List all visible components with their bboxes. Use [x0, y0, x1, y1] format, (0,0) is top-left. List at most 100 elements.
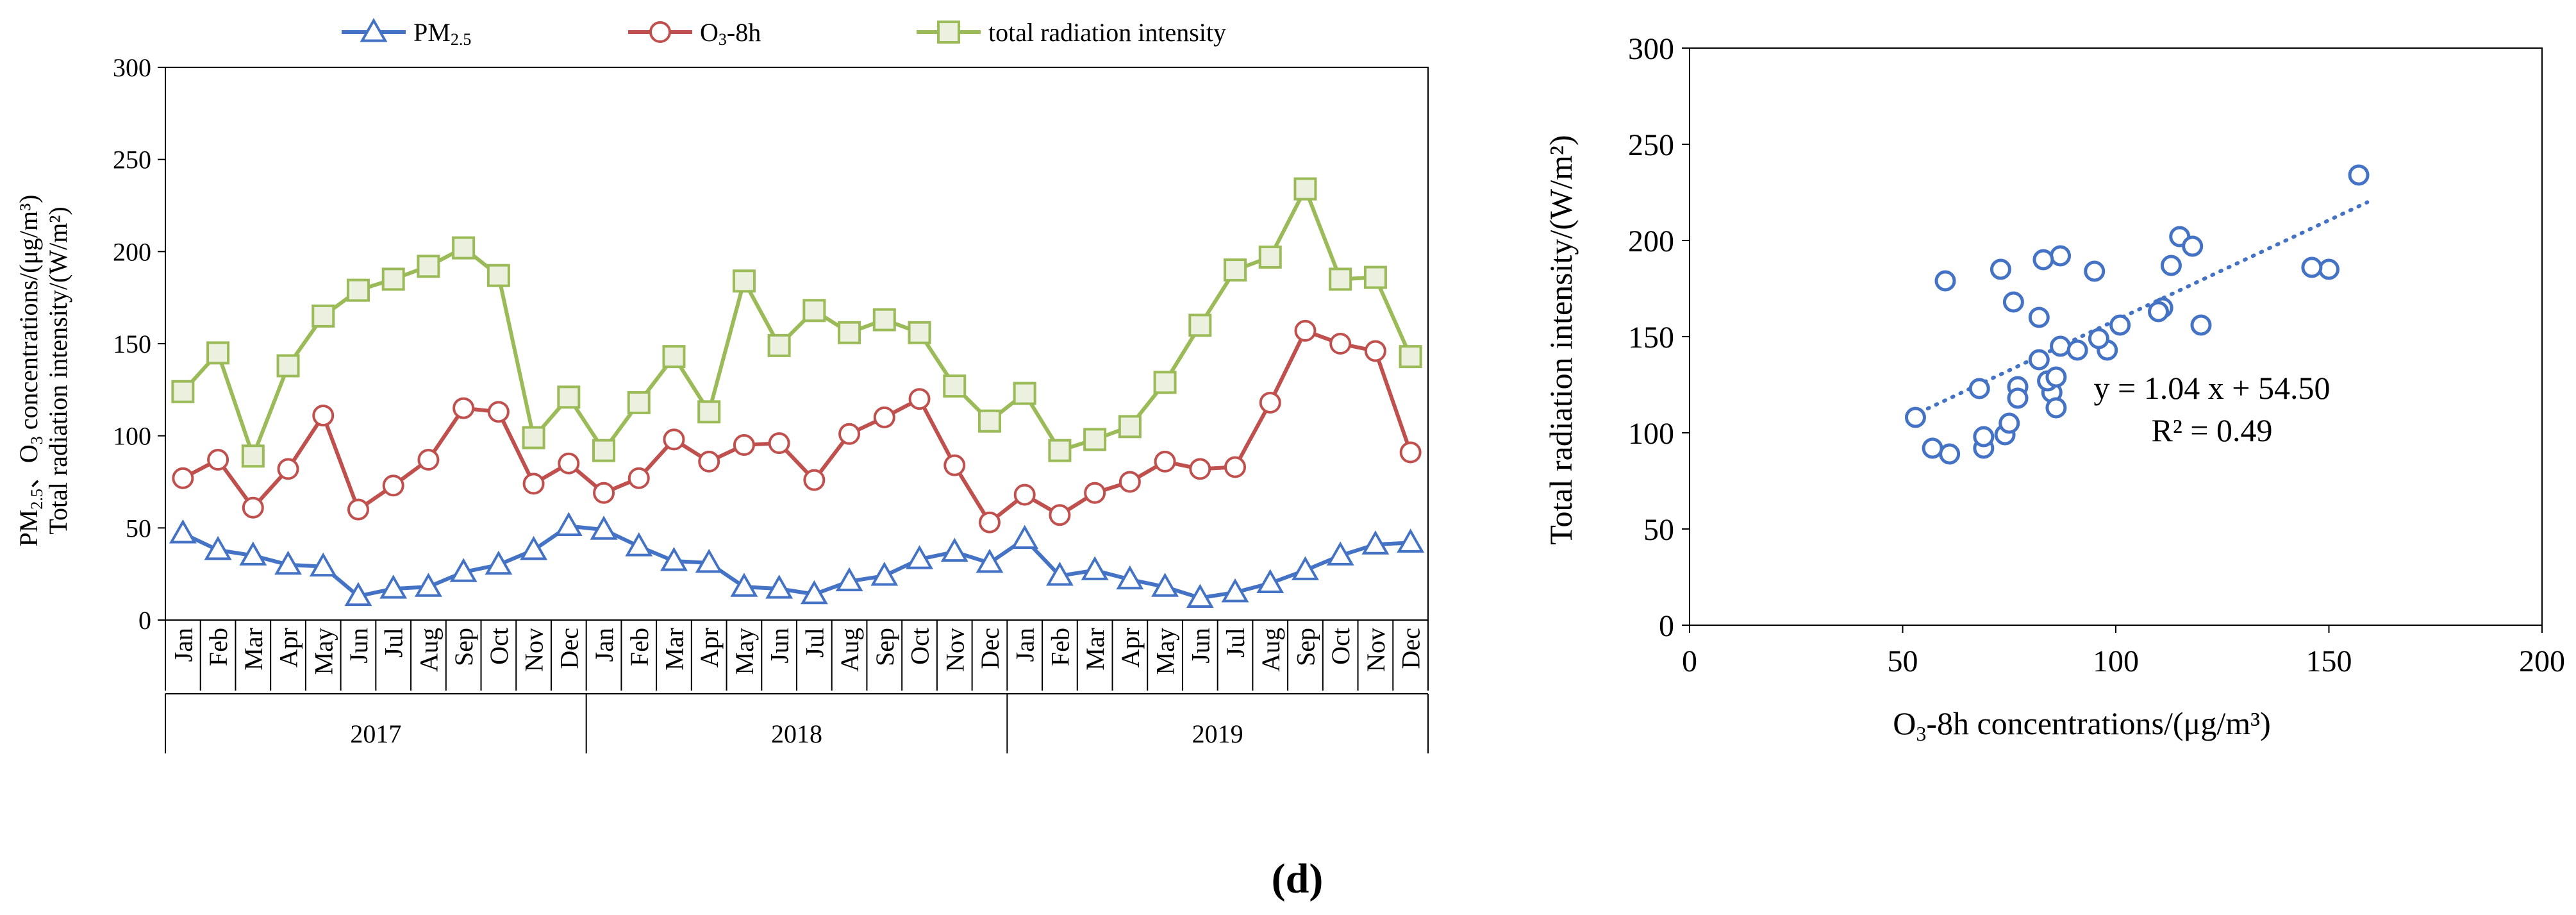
left-year-label: 2017 — [350, 719, 401, 748]
scatter-points — [1904, 164, 2370, 465]
scatter-point — [2084, 260, 2106, 282]
legend: PM2.5 O3-8h total radiation intensity — [342, 17, 1226, 49]
series-point — [453, 397, 475, 419]
series-point — [1118, 415, 1142, 439]
series-point — [417, 255, 440, 278]
series-triangle — [169, 512, 1425, 609]
right-x-tick-label: 150 — [2306, 644, 2352, 678]
legend-label: total radiation intensity — [988, 18, 1226, 47]
scatter-point — [1904, 407, 1926, 428]
scatter-point — [1998, 412, 2020, 434]
series-point — [1397, 528, 1425, 553]
series-point — [803, 469, 826, 491]
series-point — [1188, 314, 1212, 337]
left-x-month-label: Aug — [414, 628, 443, 672]
series-point — [593, 482, 615, 504]
series-point — [873, 406, 895, 428]
series-point — [590, 516, 618, 540]
series-line — [182, 524, 1411, 600]
left-x-month-label: Jan — [1011, 628, 1040, 662]
series-point — [872, 308, 896, 332]
series-point — [1329, 267, 1352, 291]
left-y-tick-label: 200 — [113, 237, 151, 266]
series-point — [1116, 565, 1144, 590]
left-x-month-label: Jan — [169, 628, 197, 662]
left-x-month-label: Dec — [976, 628, 1004, 669]
legend-label: O3-8h — [700, 18, 761, 49]
series-point — [802, 299, 826, 323]
scatter-point — [1990, 258, 2011, 280]
series-point — [206, 341, 230, 365]
series-point — [344, 582, 372, 607]
left-x-month-label: Oct — [485, 628, 513, 665]
legend-label: PM2.5 — [413, 18, 471, 49]
series-point — [835, 567, 863, 592]
series-point — [276, 354, 300, 378]
scatter-point — [2028, 306, 2050, 328]
left-y-tick-label: 100 — [113, 422, 151, 451]
series-point — [592, 439, 616, 462]
series-point — [627, 390, 651, 414]
series-point — [1154, 450, 1176, 473]
left-x-month-label: Mar — [1081, 628, 1109, 671]
right-x-axis-label: O3-8h concentrations/(μg/m³) — [1893, 705, 2271, 745]
series-point — [557, 385, 581, 409]
regression-equation: y = 1.04 x + 54.50 — [2094, 370, 2331, 406]
series-point — [1326, 541, 1354, 566]
series-point — [943, 374, 967, 398]
series-point — [976, 548, 1004, 573]
scatter-point — [2088, 328, 2109, 349]
r-squared-label: R² = 0.49 — [2151, 412, 2272, 448]
series-point — [908, 321, 931, 344]
legend-marker — [360, 17, 388, 42]
series-point — [172, 467, 194, 489]
series-point — [1221, 578, 1249, 603]
right-y-tick-label: 250 — [1628, 128, 1674, 162]
series-point — [312, 304, 335, 328]
left-y-tick-label: 300 — [113, 53, 151, 82]
scatter-point — [2160, 255, 2182, 276]
figure-caption: (d) — [1272, 855, 1324, 902]
series-point — [309, 552, 337, 577]
series-point — [171, 380, 195, 403]
series-point — [627, 467, 650, 489]
series-point — [1292, 556, 1319, 580]
series-point — [379, 575, 408, 599]
series-point — [733, 434, 755, 457]
series-point — [1011, 525, 1039, 550]
series-point — [1256, 569, 1284, 594]
left-y-tick-label: 250 — [113, 146, 151, 174]
series-point — [554, 512, 583, 536]
series-point — [1045, 562, 1074, 586]
series-point — [1363, 265, 1387, 289]
left-x-month-label: Sep — [870, 628, 899, 666]
series-point — [207, 449, 229, 471]
series-point — [906, 545, 933, 569]
left-y-axis-label-line1: PM2.5、O3 concentrations/(μg/m³) — [14, 195, 46, 547]
legend-marker — [937, 21, 960, 44]
right-x-tick-label: 100 — [2093, 644, 2139, 678]
series-point — [485, 550, 513, 575]
scatter-point — [2007, 387, 2029, 409]
series-line — [181, 328, 1413, 526]
right-y-tick-label: 50 — [1643, 513, 1674, 547]
left-x-month-label: Apr — [1116, 628, 1145, 667]
scatter-point — [2348, 164, 2370, 186]
series-point — [274, 550, 302, 575]
series-point — [241, 444, 265, 468]
series-point — [520, 535, 548, 560]
scatter-point — [2002, 291, 2024, 313]
series-point — [452, 236, 476, 260]
series-point — [1013, 483, 1036, 506]
series-point — [625, 532, 653, 557]
left-x-month-label: Jun — [1186, 628, 1215, 664]
series-point — [1224, 456, 1247, 478]
right-x-tick-label: 50 — [1888, 644, 1918, 678]
scatter-point — [1922, 437, 1943, 459]
scatter-point — [2028, 349, 2050, 371]
scatter-point — [2050, 335, 2072, 357]
left-x-month-label: Jan — [590, 628, 619, 662]
left-x-month-label: Oct — [1326, 628, 1355, 665]
left-plot-frame — [165, 67, 1429, 621]
left-y-tick-label: 150 — [113, 330, 151, 358]
